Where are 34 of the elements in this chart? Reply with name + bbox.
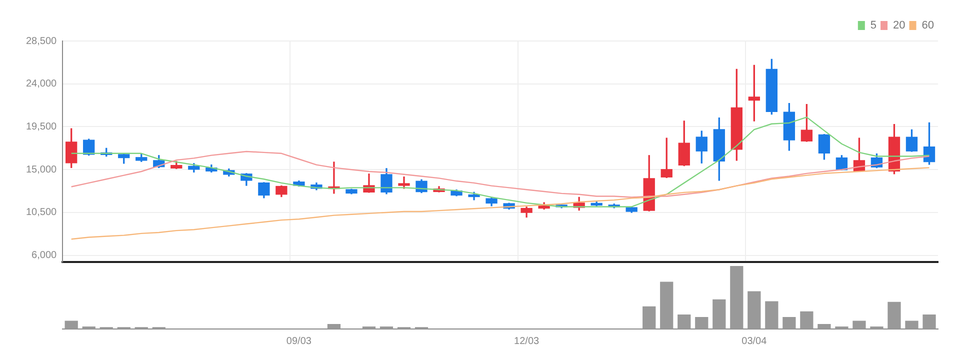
bar [782,317,796,329]
bar [678,314,691,329]
bar [362,326,376,329]
bar [642,306,656,329]
bar [695,317,708,329]
x-tick-label: 12/03 [514,336,540,347]
bar [82,326,96,329]
bar [888,302,901,329]
bar [327,324,341,329]
bar [870,326,884,329]
x-tick-label: 09/03 [286,336,312,347]
bar [765,301,778,329]
y-tick-label: 10,500 [26,207,58,218]
bar [380,326,394,329]
bar [748,291,761,329]
y-tick-label: 15,000 [26,164,58,176]
legend-label: 20 [893,20,906,32]
legend-label: 5 [870,20,877,32]
bar [922,314,936,329]
bar [835,326,848,329]
bar [64,320,78,329]
y-tick-label: 24,000 [26,78,58,90]
bar [712,299,726,329]
y-tick-label: 6,000 [32,250,58,262]
y-tick-label: 28,500 [26,36,58,47]
bar [660,282,674,329]
legend-label: 60 [922,20,934,32]
y-tick-label: 19,500 [26,121,58,132]
bar [730,266,744,329]
bar [818,324,831,329]
x-tick-label: 03/04 [742,336,768,347]
bar [852,320,866,329]
bar [800,311,814,329]
bar [905,320,918,329]
